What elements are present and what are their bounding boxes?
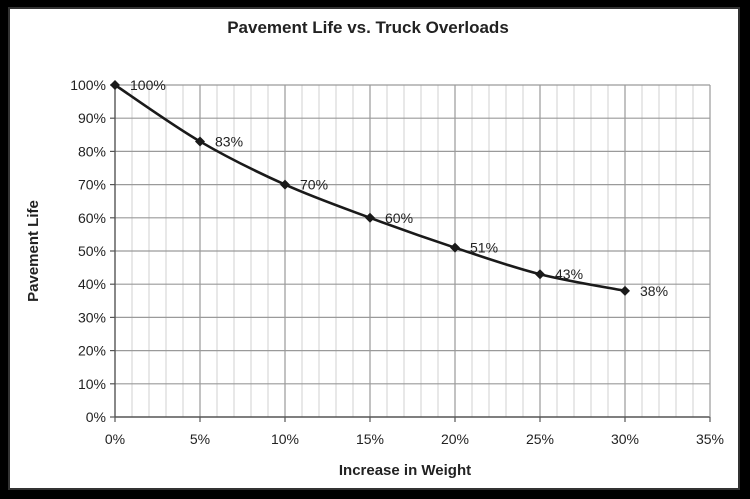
major-grid: [115, 85, 710, 417]
y-axis-title: Pavement Life: [25, 200, 42, 302]
data-point-marker: [280, 179, 290, 190]
y-tick-label: 80%: [78, 143, 106, 159]
data-point-marker: [450, 242, 460, 253]
y-tick-label: 0%: [86, 409, 106, 425]
data-point-label: 51%: [470, 240, 498, 256]
x-tick-labels: 0% 5% 10% 15% 20% 25% 30% 35%: [105, 417, 724, 447]
data-point-marker: [195, 136, 205, 147]
x-tick-label: 15%: [356, 431, 384, 447]
x-axis-title: Increase in Weight: [339, 462, 471, 479]
series-markers: [110, 80, 630, 296]
data-point-marker: [365, 212, 375, 223]
y-tick-label: 20%: [78, 343, 106, 359]
x-tick-label: 5%: [190, 431, 210, 447]
data-point-label: 70%: [300, 177, 328, 193]
chart-card: [8, 7, 740, 490]
data-point-marker: [620, 285, 630, 296]
x-tick-label: 30%: [611, 431, 639, 447]
data-point-label: 38%: [640, 283, 668, 299]
y-tick-label: 50%: [78, 243, 106, 259]
y-tick-labels: 0% 10% 20% 30% 40% 50% 60% 70% 80% 90% 100%: [70, 77, 115, 425]
y-tick-label: 90%: [78, 110, 106, 126]
data-point-label: 60%: [385, 210, 413, 226]
data-point-label: 100%: [130, 77, 166, 93]
data-point-label: 43%: [555, 266, 583, 282]
x-tick-label: 20%: [441, 431, 469, 447]
y-tick-label: 10%: [78, 376, 106, 392]
y-tick-label: 40%: [78, 276, 106, 292]
x-tick-label: 0%: [105, 431, 125, 447]
y-tick-label: 100%: [70, 77, 106, 93]
y-tick-label: 60%: [78, 210, 106, 226]
y-tick-label: 70%: [78, 177, 106, 193]
chart-title: Pavement Life vs. Truck Overloads: [227, 18, 509, 37]
x-tick-label: 25%: [526, 431, 554, 447]
data-point-marker: [110, 80, 120, 90]
data-point-marker: [535, 269, 545, 280]
x-tick-label: 35%: [696, 431, 724, 447]
data-point-label: 83%: [215, 133, 243, 149]
x-tick-label: 10%: [271, 431, 299, 447]
y-tick-label: 30%: [78, 309, 106, 325]
series-data-labels: 100% 83% 70% 60% 51% 43% 38%: [130, 77, 668, 299]
